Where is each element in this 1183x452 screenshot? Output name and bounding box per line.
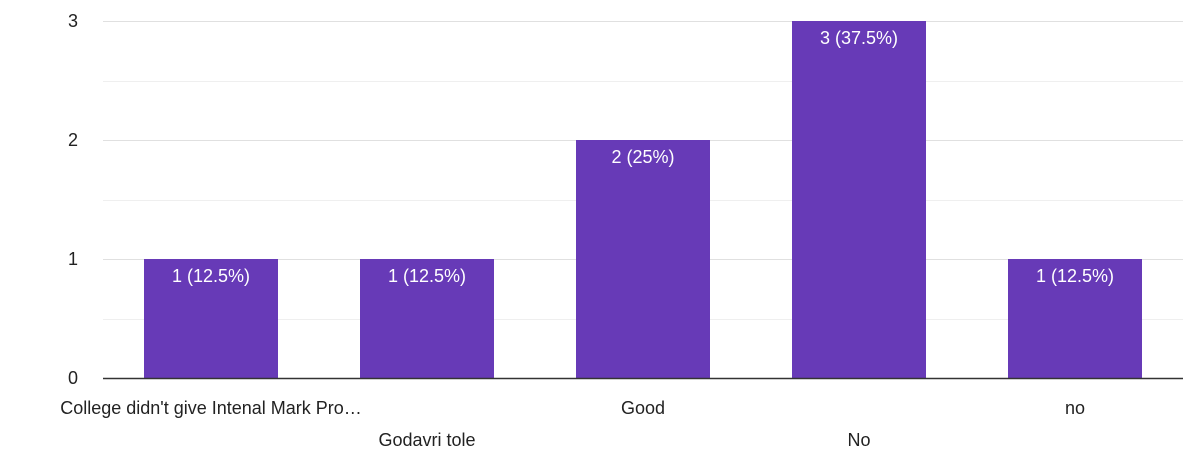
- bar: [360, 259, 494, 378]
- bar: [1008, 259, 1142, 378]
- bar: [144, 259, 278, 378]
- bar-data-label: 1 (12.5%): [172, 266, 250, 286]
- bar-data-label: 2 (25%): [611, 147, 674, 167]
- x-tick-label: Godavri tole: [378, 430, 475, 450]
- y-tick-label: 3: [68, 11, 78, 31]
- bar-data-label: 3 (37.5%): [820, 28, 898, 48]
- bar: [792, 21, 926, 378]
- x-tick-label: no: [1065, 398, 1085, 418]
- bar-data-label: 1 (12.5%): [388, 266, 466, 286]
- bar-data-label: 1 (12.5%): [1036, 266, 1114, 286]
- y-tick-label: 0: [68, 368, 78, 388]
- y-tick-label: 2: [68, 130, 78, 150]
- y-tick-label: 1: [68, 249, 78, 269]
- x-tick-label: College didn't give Intenal Mark Pro…: [60, 398, 362, 418]
- x-tick-label: No: [847, 430, 870, 450]
- x-tick-label: Good: [621, 398, 665, 418]
- bar: [576, 140, 710, 378]
